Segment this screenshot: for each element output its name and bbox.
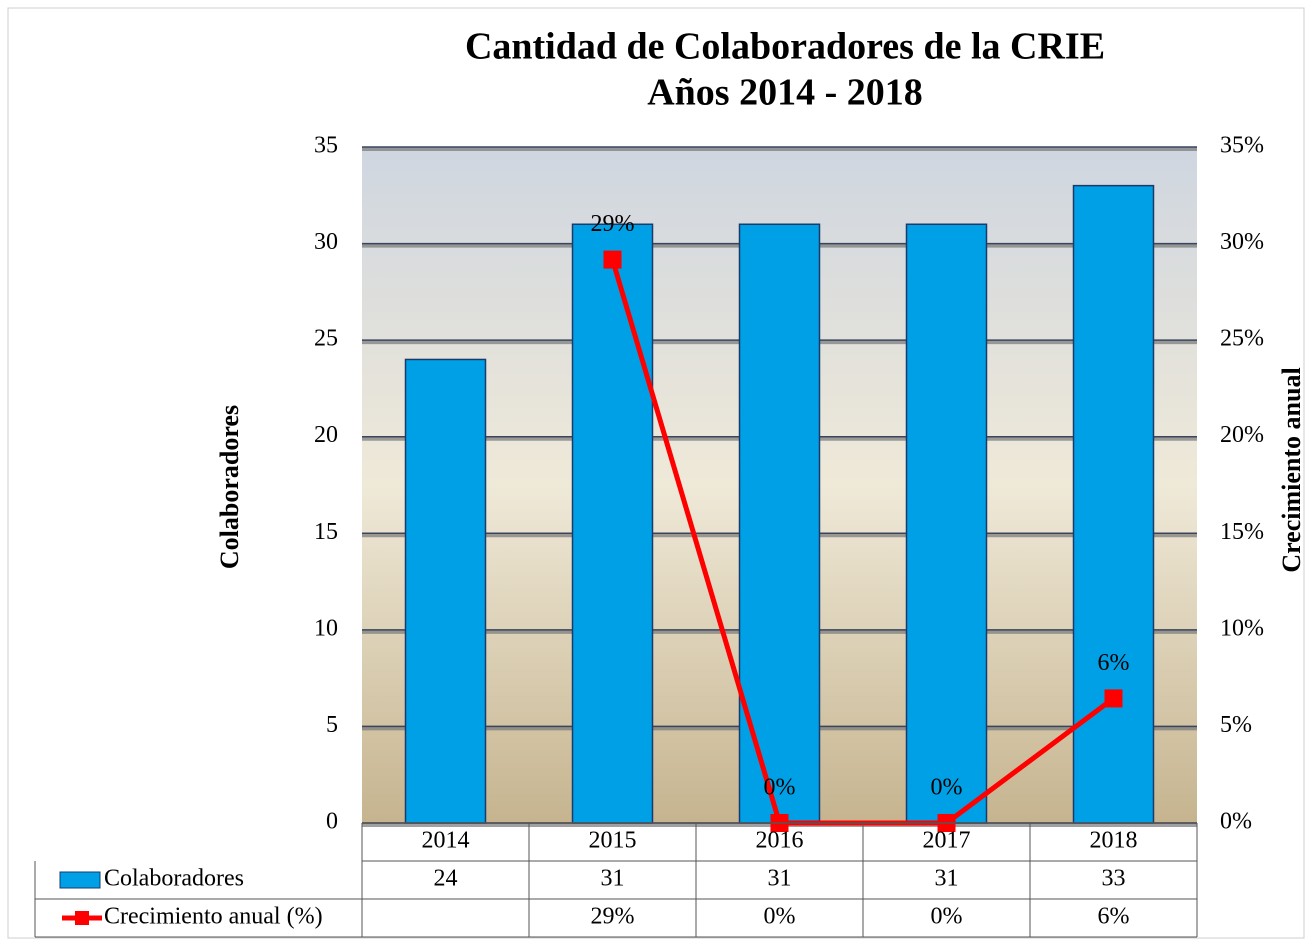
x-tick-label: 2017 [923,828,971,854]
y2-tick-label: 30% [1220,229,1264,255]
table-cell: 6% [1098,904,1130,930]
legend-marker [75,911,89,925]
y2-tick-label: 20% [1220,422,1264,448]
table-cell: 31 [935,866,959,892]
x-tick-label: 2016 [756,828,804,854]
table-cell: 31 [768,866,792,892]
y-tick-label: 20 [314,422,338,448]
bar [1072,184,1155,824]
line-marker [1104,689,1123,708]
x-tick-label: 2015 [589,828,637,854]
table-cell: 29% [591,904,635,930]
x-tick-label: 2018 [1090,828,1138,854]
y-tick-label: 0 [326,809,338,835]
y2-tick-label: 0% [1220,809,1252,835]
table-cell: 31 [601,866,625,892]
y2-axis-title: Crecimiento anual [1277,367,1306,572]
data-label: 0% [931,775,963,801]
data-label: 0% [764,775,796,801]
chart-title: Cantidad de Colaboradores de la CRIE [465,26,1105,68]
y2-tick-label: 10% [1220,615,1264,641]
y2-tick-label: 35% [1220,133,1264,159]
chart-subtitle: Años 2014 - 2018 [647,72,923,114]
y-tick-label: 5 [326,712,338,738]
bar [905,223,988,824]
legend-label: Crecimiento anual (%) [104,904,323,930]
table-cell: 33 [1102,866,1126,892]
legend-marker [59,871,101,889]
y2-tick-label: 15% [1220,519,1264,545]
bar [738,223,821,824]
y2-tick-label: 5% [1220,712,1252,738]
y-tick-label: 35 [314,133,338,159]
table-cell: 0% [764,904,796,930]
line-marker [603,250,622,269]
y-tick-label: 15 [314,519,338,545]
y-axis-title: Colaboradores [215,405,244,569]
data-label: 29% [591,211,635,237]
y2-tick-label: 25% [1220,326,1264,352]
table-cell: 24 [434,866,458,892]
x-tick-label: 2014 [422,828,470,854]
y-tick-label: 25 [314,326,338,352]
y-tick-label: 10 [314,615,338,641]
bar [571,223,654,824]
legend-label: Colaboradores [104,866,244,892]
bar [404,358,487,824]
table-cell: 0% [931,904,963,930]
y-tick-label: 30 [314,229,338,255]
data-label: 6% [1098,650,1130,676]
